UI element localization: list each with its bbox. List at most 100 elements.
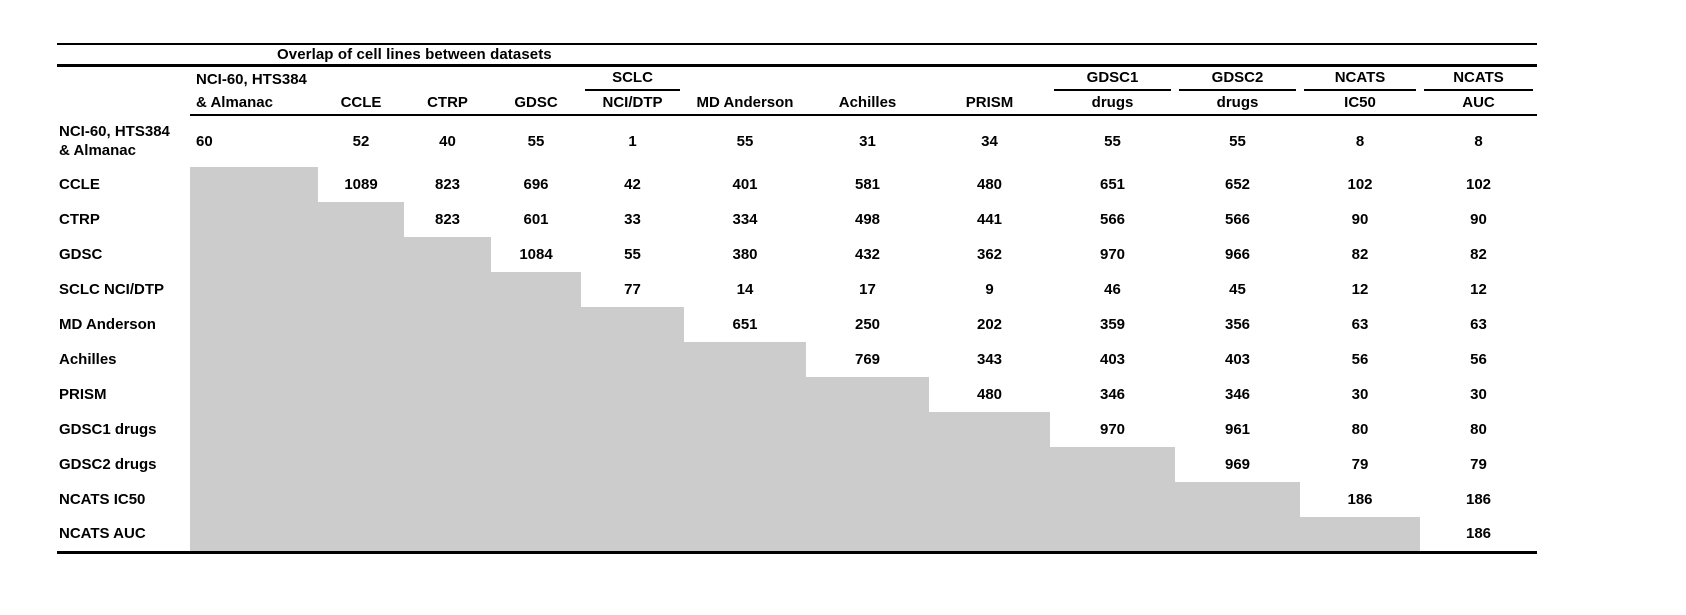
shaded-cell [318,272,404,307]
shaded-cell [684,412,806,447]
shaded-cell [318,482,404,517]
value-cell: 40 [439,133,456,150]
matrix-body: NCI-60, HTS384 & Almanac 60 52 40 55 1 55 31 34 55… [57,115,1537,552]
corner-cell [57,67,190,115]
shaded-cell [1175,482,1300,517]
table-row: SCLC NCI/DTP 77 14 17 9 46 45 12 12 [57,272,1537,307]
shaded-cell [491,412,581,447]
value-cell: 30 [1351,386,1369,403]
value-cell: 79 [1470,456,1487,473]
value-cell: 401 [732,176,758,193]
value-cell: 102 [1465,176,1492,193]
value-cell: 9 [985,281,994,298]
value-cell: 356 [1224,316,1251,333]
table-row: PRISM 480 346 346 30 30 [57,377,1537,412]
value-cell: 79 [1351,456,1369,473]
table-row: NCATS IC50 186 186 [57,482,1537,517]
shaded-cell [190,237,318,272]
value-cell: 343 [976,351,1003,368]
shaded-cell [581,482,684,517]
row-label-line: GDSC1 drugs [59,421,157,438]
shaded-cell [491,517,581,552]
col-header-ncats-auc: NCATS AUC [1420,67,1537,116]
value-cell: 14 [736,281,754,298]
shaded-cell [318,517,404,552]
table-row: GDSC2 drugs 969 79 79 [57,447,1537,482]
col-header-gdsc: GDSC [491,67,581,116]
shaded-cell [581,342,684,377]
value-cell: 52 [352,133,370,150]
value-cell: 80 [1470,421,1487,438]
row-label: Achilles [57,342,190,377]
value-cell: 566 [1224,211,1251,228]
col-header-line: & Almanac [196,94,273,111]
value-cell: 403 [1099,351,1126,368]
value-cell: 34 [981,133,998,150]
col-header-line: NCATS [1424,68,1533,91]
row-label-line: & Almanac [59,142,136,159]
overlap-table: Overlap of cell lines between datasets N… [57,43,1537,554]
value-cell: 696 [523,176,549,193]
col-header-line: SCLC [585,68,680,91]
value-cell: 12 [1470,281,1487,298]
value-cell: 55 [624,246,641,263]
col-header-sclc-ncidtp: SCLC NCI/DTP [581,67,684,116]
value-cell: 186 [1347,491,1373,508]
shaded-cell [806,517,929,552]
value-cell: 42 [624,176,641,193]
overlap-matrix: NCI-60, HTS384 & Almanac CCLE CTRP GDSC [57,67,1537,554]
row-label: NCATS IC50 [57,482,190,517]
row-label-line: Achilles [59,351,117,368]
value-cell: 8 [1355,133,1365,150]
value-cell: 60 [196,133,213,150]
shaded-cell [404,412,491,447]
value-cell: 346 [1224,386,1251,403]
shaded-cell [929,412,1050,447]
col-header-line [404,68,491,91]
shaded-cell [581,412,684,447]
shaded-cell [491,307,581,342]
value-cell: 480 [976,386,1003,403]
shaded-cell [404,517,491,552]
shaded-cell [318,307,404,342]
value-cell: 202 [976,316,1003,333]
value-cell: 1 [628,133,637,150]
shaded-cell [1300,517,1420,552]
value-cell: 480 [976,176,1003,193]
value-cell: 334 [732,211,758,228]
row-label-line: NCI-60, HTS384 [59,123,170,140]
col-header-line: drugs [1216,94,1259,111]
value-cell: 346 [1099,386,1126,403]
value-cell: 31 [859,133,876,150]
shaded-cell [491,377,581,412]
shaded-cell [581,307,684,342]
value-cell: 581 [854,176,881,193]
value-cell: 82 [1351,246,1369,263]
shaded-cell [190,377,318,412]
shaded-cell [318,412,404,447]
shaded-cell [684,482,806,517]
row-label: NCATS AUC [57,517,190,552]
col-header-line: NCI/DTP [602,94,663,111]
value-cell: 56 [1351,351,1369,368]
shaded-cell [190,447,318,482]
value-cell: 362 [976,246,1003,263]
value-cell: 90 [1351,211,1369,228]
row-label: GDSC2 drugs [57,447,190,482]
shaded-cell [190,412,318,447]
value-cell: 823 [434,211,461,228]
value-cell: 970 [1099,246,1126,263]
shaded-cell [581,447,684,482]
value-cell: 102 [1347,176,1373,193]
col-header-line: Achilles [838,94,897,111]
value-cell: 55 [527,133,545,150]
row-label: CCLE [57,167,190,202]
value-cell: 8 [1474,133,1483,150]
value-cell: 63 [1470,316,1487,333]
value-cell: 823 [434,176,461,193]
value-cell: 432 [854,246,881,263]
table-row: MD Anderson 651 250 202 359 356 63 63 [57,307,1537,342]
col-header-line [318,68,404,91]
col-header-line: PRISM [965,94,1014,111]
col-header-line: MD Anderson [696,94,794,111]
